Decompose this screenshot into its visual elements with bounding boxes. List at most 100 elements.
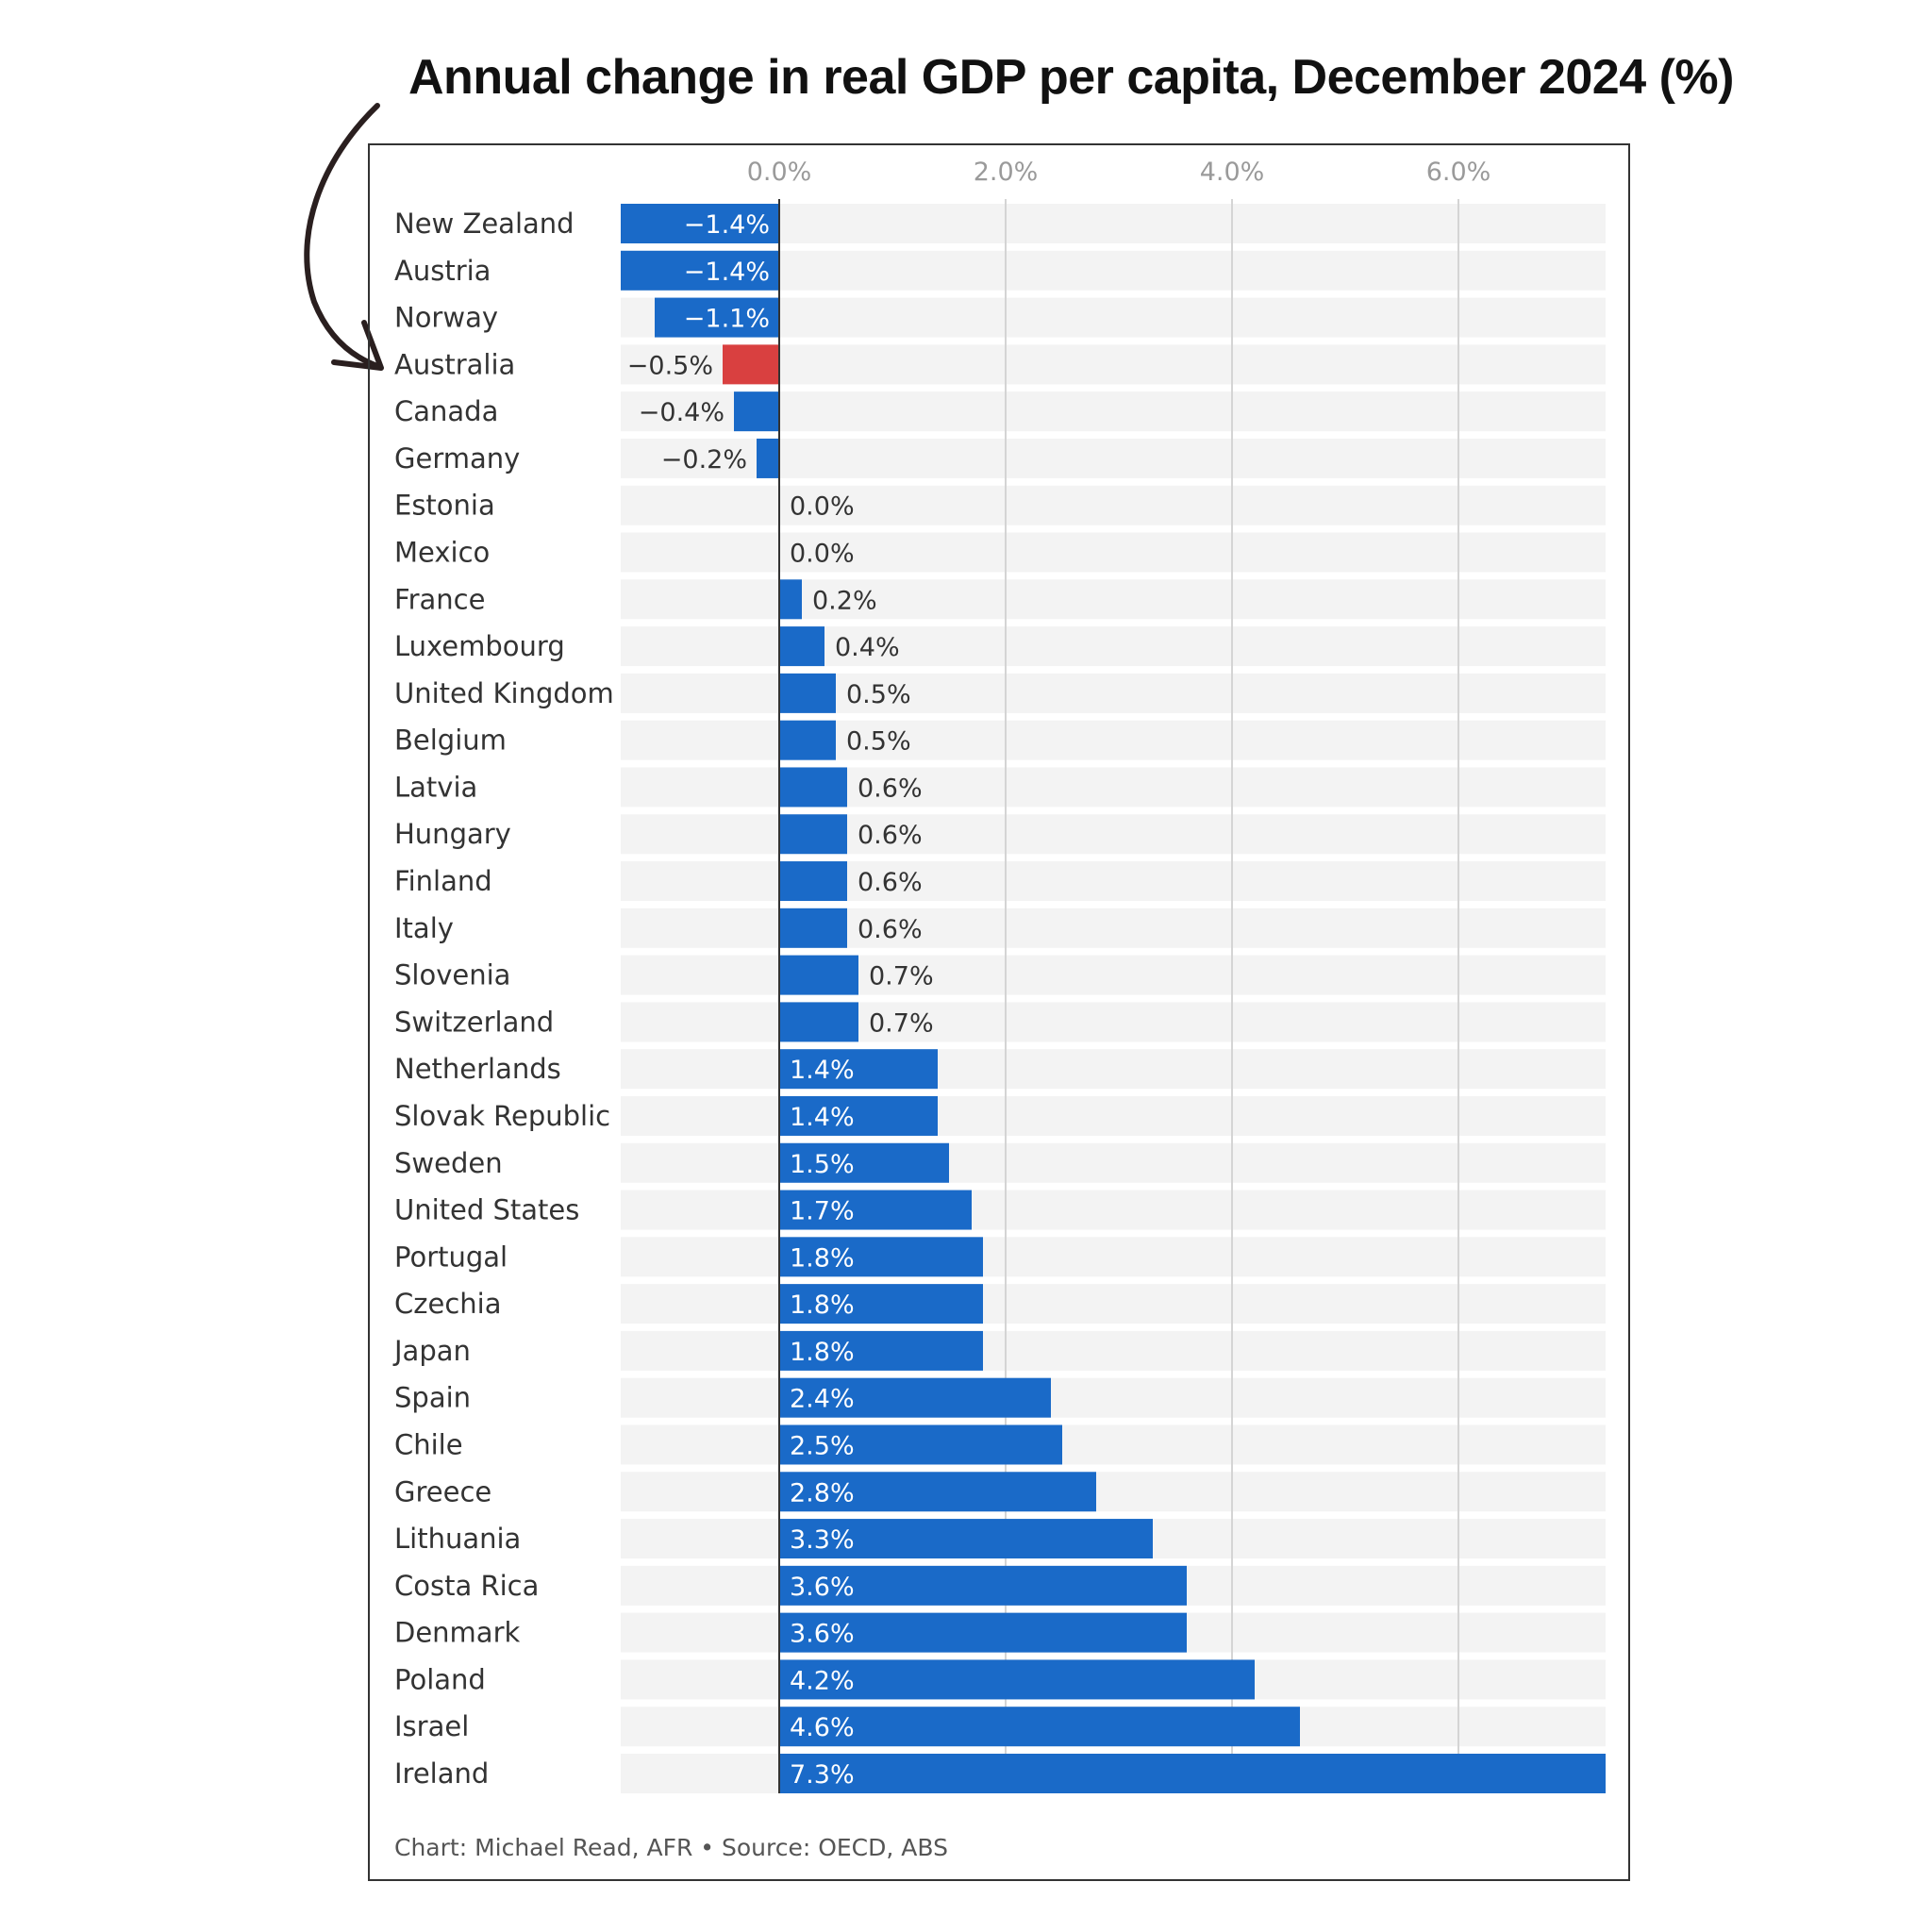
category-label: Australia [394,348,515,380]
category-label: France [394,583,485,615]
category-label: Switzerland [394,1006,554,1038]
bar [779,673,836,713]
value-label: −0.2% [661,445,747,475]
category-label: Mexico [394,537,490,569]
x-tick-label: 6.0% [1426,158,1491,187]
value-label: −1.4% [684,210,770,240]
category-label: Estonia [394,490,495,522]
bar [779,1659,1255,1700]
category-label: Spain [394,1382,471,1414]
x-tick-label: 0.0% [747,158,812,187]
bar [779,1519,1153,1559]
category-label: Finland [394,865,492,897]
bar [757,438,779,478]
category-label: Norway [394,302,498,334]
row-background [621,344,1606,385]
value-label: 2.8% [790,1478,855,1507]
value-label: 0.6% [858,915,923,944]
category-label: Luxembourg [394,630,565,662]
bar [779,861,847,902]
category-label: Greece [394,1475,491,1507]
value-label: 3.6% [790,1620,855,1649]
value-label: 1.8% [790,1291,855,1320]
bars [621,204,1606,1793]
x-tick-label: 2.0% [974,158,1039,187]
bar [779,1330,983,1371]
category-label: Japan [392,1335,471,1367]
value-label: 1.7% [790,1197,855,1226]
category-label: Belgium [394,724,507,757]
value-label: 0.4% [835,633,900,662]
bar [779,1190,972,1230]
value-label: −1.1% [684,305,770,334]
category-label: Germany [394,442,520,475]
bar [779,1284,983,1324]
value-label: 7.3% [790,1760,855,1790]
row-background [621,532,1606,573]
category-label: Latvia [394,771,477,803]
bar [734,391,779,432]
chart-labels: 0.0% 2.0% 4.0% 6.0% New Zealand −1.4% Austria −… [392,158,1491,1790]
row-background [621,438,1606,478]
chart-title: Annual change in real GDP per capita, De… [408,50,1734,105]
bar [779,908,847,948]
row-background [621,204,1606,243]
x-tick-label: 4.0% [1200,158,1265,187]
category-label: Portugal [394,1241,508,1273]
bar [779,1377,1051,1418]
bar [779,1049,938,1090]
value-label: 0.7% [869,1008,934,1038]
bar [655,297,779,338]
category-label: Italy [394,912,454,944]
value-label: −0.5% [627,351,713,380]
category-label: United Kingdom [394,677,614,709]
category-label: Slovak Republic [394,1100,610,1132]
value-label: −1.4% [684,258,770,287]
value-label: 1.4% [790,1056,855,1085]
category-label: New Zealand [394,208,575,240]
bar [779,1472,1096,1512]
row-background [621,391,1606,432]
value-label: 0.7% [869,962,934,991]
value-label: 0.0% [790,540,855,569]
value-label: −0.4% [639,398,724,427]
value-label: 0.2% [812,586,877,615]
bar [779,579,802,620]
value-label: 1.4% [790,1103,855,1132]
value-label: 3.3% [790,1525,855,1555]
bar [779,1237,983,1277]
bar [779,1707,1300,1747]
row-background [621,250,1606,291]
value-label: 4.2% [790,1666,855,1695]
value-label: 2.5% [790,1431,855,1460]
bar [779,626,824,667]
category-label: Poland [394,1663,486,1695]
category-label: Costa Rica [394,1570,539,1602]
category-label: United States [394,1194,579,1226]
category-label: Czechia [394,1288,501,1320]
chart-frame [368,143,1630,1881]
category-label: Netherlands [394,1053,561,1085]
value-label: 3.6% [790,1573,855,1602]
value-label: 0.6% [858,868,923,897]
category-label: Lithuania [394,1523,521,1555]
bar [779,1424,1062,1465]
bar [779,1612,1187,1653]
bar [621,204,779,243]
value-label: 0.0% [790,492,855,522]
bar [779,767,847,808]
bar [779,1754,1606,1793]
bar [779,1002,858,1042]
chart-credit: Chart: Michael Read, AFR • Source: OECD,… [394,1834,948,1861]
category-label: Sweden [394,1147,503,1179]
category-label: Denmark [394,1617,520,1649]
bar [779,814,847,855]
category-label: Canada [394,395,498,427]
category-label: Israel [394,1710,469,1742]
value-label: 2.4% [790,1385,855,1414]
value-label: 0.6% [858,774,923,803]
category-label: Hungary [394,818,511,850]
bar [779,955,858,995]
